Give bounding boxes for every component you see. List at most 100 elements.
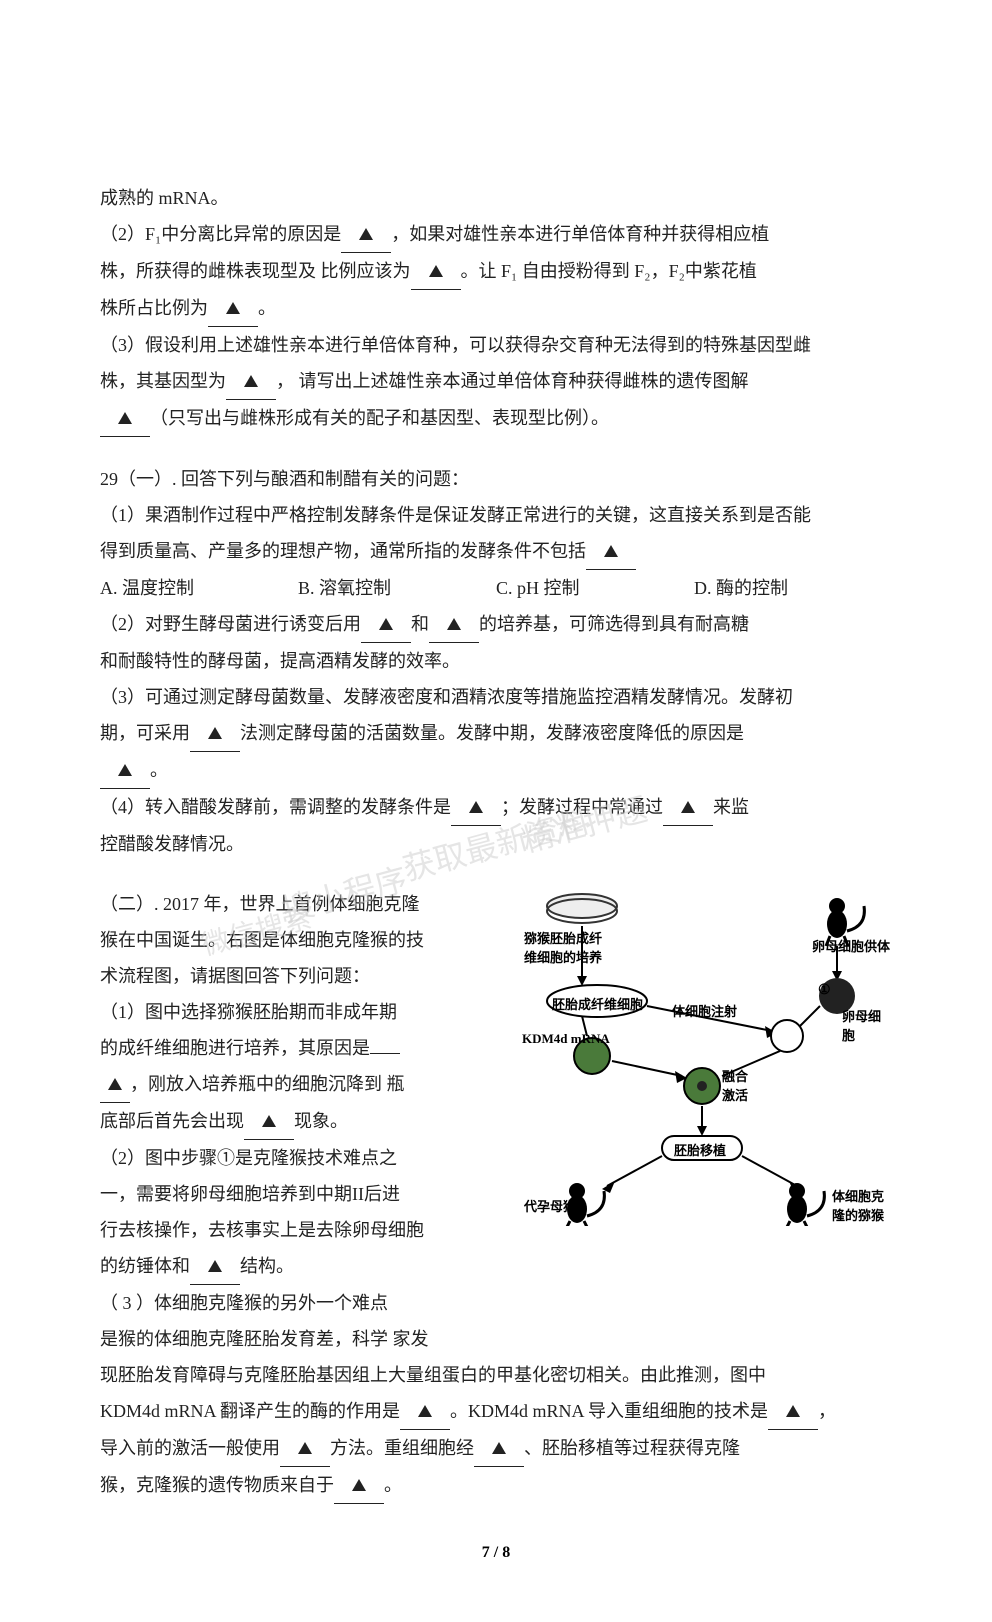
text-line: 株，所获得的雌株表现型及 比例应该为 。让 F₁ 自由授粉得到 F₂，F₂中紫花植 [100, 253, 892, 290]
text-line: （3）可通过测定酵母菌数量、发酵液密度和酒精浓度等措施监控酒精发酵情况。发酵初 [100, 679, 892, 715]
answer-blank [411, 253, 461, 290]
text-fragment: 株，其基因型为 [100, 371, 226, 391]
triangle-icon [359, 228, 373, 240]
option-c: C. pH 控制 [496, 570, 694, 606]
text-fragment: 法测定酵母菌的活菌数量。发酵中期，发酵液密度降低的原因是 [240, 723, 744, 743]
options-row: A. 温度控制 B. 溶氧控制 C. pH 控制 D. 酶的控制 [100, 570, 892, 606]
diagram-label: 猕猴胚胎成纤 维细胞的培养 [524, 928, 602, 966]
text-line: KDM4d mRNA 翻译产生的酶的作用是 。KDM4d mRNA 导入重组细胞的… [100, 1393, 892, 1430]
text-fragment: 、胚胎移植等过程获得克隆 [524, 1438, 740, 1458]
text-fragment: 方法。重组细胞经 [330, 1438, 474, 1458]
diagram-label: 融合 激活 [722, 1066, 748, 1104]
text-fragment: ， 请写出上述雄性亲本通过单倍体育种获得雌株的遗传图解 [276, 371, 749, 391]
text-fragment: ， [818, 1401, 836, 1421]
diagram-label: 体细胞注射 [672, 1001, 737, 1020]
triangle-icon [418, 1405, 432, 1417]
text-fragment: ，刚放入培养瓶中的细胞沉降到 瓶 [130, 1074, 405, 1094]
two-column-layout: （二）. 2017 年，世界上首例体细胞克隆 猴在中国诞生。右图是体细胞克隆猴的… [100, 886, 892, 1357]
left-column: （二）. 2017 年，世界上首例体细胞克隆 猴在中国诞生。右图是体细胞克隆猴的… [100, 886, 510, 1357]
text-line: （1）图中选择猕猴胚胎期而非成年期 [100, 994, 510, 1030]
answer-blank [226, 363, 276, 400]
right-column: ① [522, 886, 892, 1226]
answer-blank [341, 216, 391, 253]
text-line: （2）F₁中分离比异常的原因是 ，如果对雄性亲本进行单倍体育种并获得相应植 [100, 216, 892, 253]
text-fragment: 结构。 [240, 1256, 294, 1276]
answer-blank [100, 752, 150, 789]
text-fragment: （2）F₁中分离比异常的原因是 [100, 224, 341, 244]
triangle-icon [226, 302, 240, 314]
text-line: （1）果酒制作过程中严格控制发酵条件是保证发酵正常进行的关键，这直接关系到是否能 [100, 497, 892, 533]
text-fragment: 。KDM4d mRNA 导入重组细胞的技术是 [450, 1401, 768, 1421]
text-line: 一，需要将卵母细胞培养到中期II后进 [100, 1176, 510, 1212]
answer-blank [190, 1248, 240, 1285]
text-fragment: 株，所获得的雌株表现型及 比例应该为 [100, 261, 411, 281]
diagram-label: KDM4d mRNA [522, 1031, 610, 1047]
answer-blank [280, 1430, 330, 1467]
text-line: 术流程图，请据图回答下列问题： [100, 958, 510, 994]
text-fragment: 。 [258, 298, 276, 318]
option-b: B. 溶氧控制 [298, 570, 496, 606]
text-fragment: KDM4d mRNA 翻译产生的酶的作用是 [100, 1401, 400, 1421]
text-line: 猴，克隆猴的遗传物质来自于 。 [100, 1467, 892, 1504]
triangle-icon [379, 618, 393, 630]
triangle-icon [352, 1479, 366, 1491]
triangle-icon [118, 412, 132, 424]
diagram-label: 胚胎成纤维细胞 [552, 994, 643, 1013]
text-line: （只写出与雌株形成有关的配子和基因型、表现型比例）。 [100, 400, 892, 437]
triangle-icon [108, 1078, 122, 1090]
answer-blank [586, 533, 636, 570]
diagram-label: 卵母细胞 [842, 1006, 892, 1044]
diagram-label: 卵母细胞供体 [812, 936, 890, 955]
answer-blank [244, 1103, 294, 1140]
text-fragment: 。让 F₁ 自由授粉得到 F₂，F₂中紫花植 [461, 261, 757, 281]
text-line: 底部后首先会出现 现象。 [100, 1103, 510, 1140]
answer-blank [400, 1393, 450, 1430]
answer-blank [768, 1393, 818, 1430]
text-line: （ 3 ）体细胞克隆猴的另外一个难点 [100, 1285, 510, 1321]
text-fragment: 猴，克隆猴的遗传物质来自于 [100, 1475, 334, 1495]
triangle-icon [447, 618, 461, 630]
triangle-icon [786, 1405, 800, 1417]
text-fragment: 得到质量高、产量多的理想产物，通常所指的发酵条件不包括 [100, 541, 586, 561]
triangle-icon [604, 545, 618, 557]
text-fragment: 期，可采用 [100, 723, 190, 743]
text-fragment: 。 [384, 1475, 402, 1495]
text-line: （二）. 2017 年，世界上首例体细胞克隆 [100, 886, 510, 922]
text-line: 的成纤维细胞进行培养，其原因是 [100, 1030, 510, 1066]
triangle-icon [492, 1442, 506, 1454]
triangle-icon [208, 727, 222, 739]
text-fragment: 现象。 [294, 1111, 348, 1131]
text-line: 成熟的 mRNA。 [100, 180, 892, 216]
text-fragment: ，如果对雄性亲本进行单倍体育种并获得相应植 [391, 224, 769, 244]
triangle-icon [244, 375, 258, 387]
clone-monkey-diagram: ① [522, 886, 892, 1226]
svg-text:①: ① [818, 983, 831, 998]
text-line: ，刚放入培养瓶中的细胞沉降到 瓶 [100, 1066, 510, 1103]
text-fragment: 的纺锤体和 [100, 1256, 190, 1276]
text-line: 得到质量高、产量多的理想产物，通常所指的发酵条件不包括 [100, 533, 892, 570]
diagram-label: 胚胎移植 [674, 1140, 726, 1159]
text-line: 株，其基因型为 ， 请写出上述雄性亲本通过单倍体育种获得雌株的遗传图解 [100, 363, 892, 400]
text-fragment: 底部后首先会出现 [100, 1111, 244, 1131]
text-line: （2）图中步骤①是克隆猴技术难点之 [100, 1140, 510, 1176]
text-line: 株所占比例为 。 [100, 290, 892, 327]
answer-blank [190, 715, 240, 752]
text-fragment: （4）转入醋酸发酵前，需调整的发酵条件是 [100, 797, 451, 817]
exam-page: 精准押题 获取最新资料 搜小程序 微信搜索 成熟的 mRNA。 （2）F₁中分离… [0, 0, 992, 1622]
triangle-icon [298, 1442, 312, 1454]
triangle-icon [208, 1260, 222, 1272]
answer-blank [663, 789, 713, 826]
text-line: 行去核操作，去核事实上是去除卵母细胞 [100, 1212, 510, 1248]
option-d: D. 酶的控制 [694, 570, 892, 606]
page-footer: 7 / 8 [100, 1544, 892, 1562]
text-line: （3）假设利用上述雄性亲本进行单倍体育种，可以获得杂交育种无法得到的特殊基因型雌 [100, 327, 892, 363]
triangle-icon [469, 801, 483, 813]
answer-blank [334, 1467, 384, 1504]
triangle-icon [681, 801, 695, 813]
text-line: 期，可采用 法测定酵母菌的活菌数量。发酵中期，发酵液密度降低的原因是 [100, 715, 892, 752]
text-fragment: 株所占比例为 [100, 298, 208, 318]
text-line: 的纺锤体和 结构。 [100, 1248, 510, 1285]
text-line: 是猴的体细胞克隆胚胎发育差，科学 家发 [100, 1321, 510, 1357]
text-fragment: 和 [411, 614, 429, 634]
text-fragment: （2）对野生酵母菌进行诱变后用 [100, 614, 361, 634]
